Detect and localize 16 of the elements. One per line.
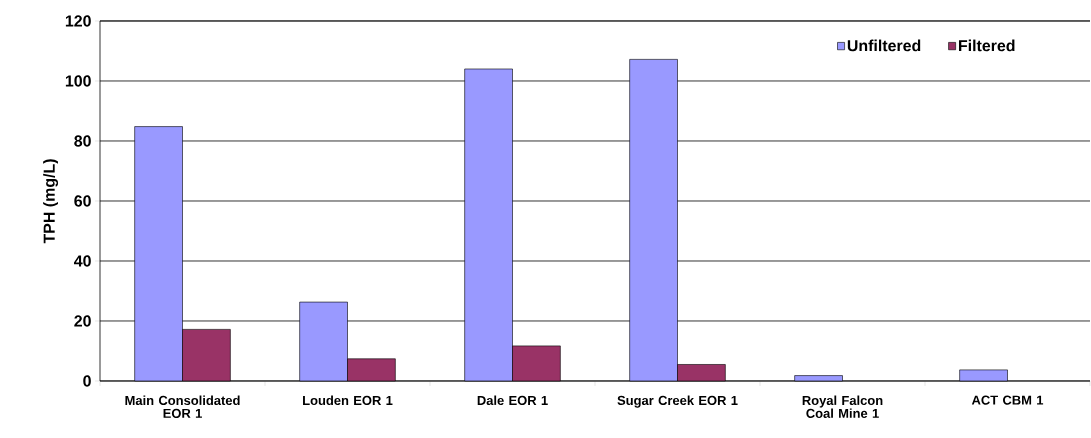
y-tick-label: 100 [65,75,91,87]
x-tick-label: Royal Falcon Coal Mine 1 [802,395,883,418]
legend-label: Filtered [959,39,1015,52]
x-tick-label: ACT CBM 1 [971,395,1044,405]
y-tick-label: 0 [83,375,91,387]
x-tick-label: Louden EOR 1 [303,395,393,406]
x-tick-label: Sugar Creek EOR 1 [617,395,738,408]
x-tick-label: Dale EOR 1 [477,395,548,406]
y-tick-label: 20 [74,315,91,327]
y-tick-label: 40 [73,255,91,267]
y-tick-label: 80 [74,135,91,147]
x-tick-label: Main Consolidated EOR 1 [125,395,240,418]
y-tick-label: 60 [74,195,91,207]
y-axis-title: TPH (mg/L) [43,159,59,244]
legend-label: Unfiltered [847,39,921,52]
y-tick-label: 120 [65,15,91,27]
